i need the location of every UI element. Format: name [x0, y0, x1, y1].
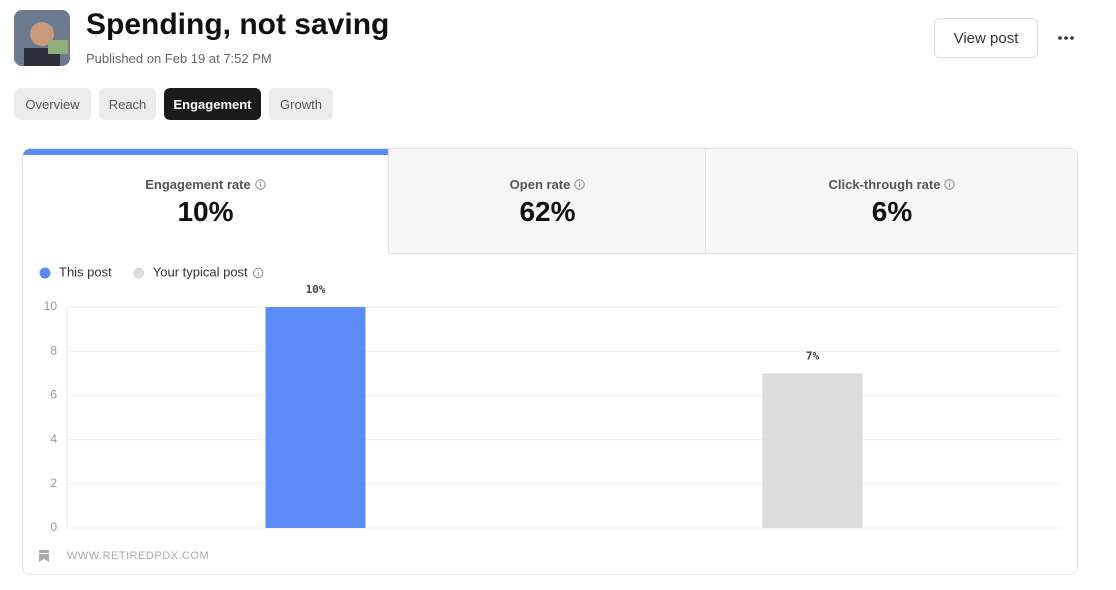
more-menu[interactable] [1056, 32, 1076, 44]
info-icon[interactable] [255, 179, 266, 190]
y-tick-label: 0 [50, 520, 57, 534]
tab[interactable]: Engagement [164, 88, 261, 120]
source-icon [39, 550, 49, 562]
value-label: 10% [306, 283, 326, 296]
legend-label: Your typical post [153, 264, 248, 279]
chart: 0 2 4 6 8 10 This post Your typical post 10% 7% WW… [39, 264, 1061, 562]
metric-value: 10% [177, 196, 234, 227]
publish-date: Published on Feb 19 at 7:52 PM [86, 51, 272, 66]
info-icon[interactable] [574, 179, 586, 190]
value-label: 7% [806, 349, 820, 362]
source-label: WWW.RETIREDPDX.COM [67, 550, 209, 562]
y-tick-label: 2 [50, 476, 57, 490]
metric-tab[interactable]: Engagement rate 10% [23, 149, 388, 254]
metric-label: Click-through rate [706, 177, 1077, 192]
tab[interactable]: Overview [14, 88, 91, 120]
bar [762, 373, 863, 528]
metric-label: Engagement rate [23, 177, 388, 192]
legend-label: This post [59, 264, 112, 279]
tab[interactable]: Reach [99, 88, 156, 120]
info-icon [252, 267, 264, 279]
y-tick-label: 10 [44, 299, 58, 313]
y-tick-label: 6 [50, 388, 57, 402]
metric-tab[interactable]: Click-through rate 6% [705, 149, 1077, 254]
bar [265, 307, 366, 528]
metric-value: 62% [519, 196, 576, 227]
card: Engagement rate 10% Open rate 62% Click-thro… [22, 148, 1078, 575]
info-icon[interactable] [944, 179, 956, 190]
legend-swatch [133, 267, 145, 279]
metric-label: Open rate [389, 177, 706, 192]
metric-tab[interactable]: Open rate 62% [388, 149, 706, 254]
metric-value: 6% [871, 196, 913, 227]
avatar[interactable] [14, 10, 70, 66]
y-tick-label: 8 [50, 343, 57, 357]
legend-swatch [39, 267, 51, 279]
post-title: Spending, not saving [86, 8, 390, 41]
view-post-button[interactable]: View post [934, 18, 1038, 58]
y-tick-label: 4 [50, 432, 57, 446]
tab[interactable]: Growth [269, 88, 333, 120]
